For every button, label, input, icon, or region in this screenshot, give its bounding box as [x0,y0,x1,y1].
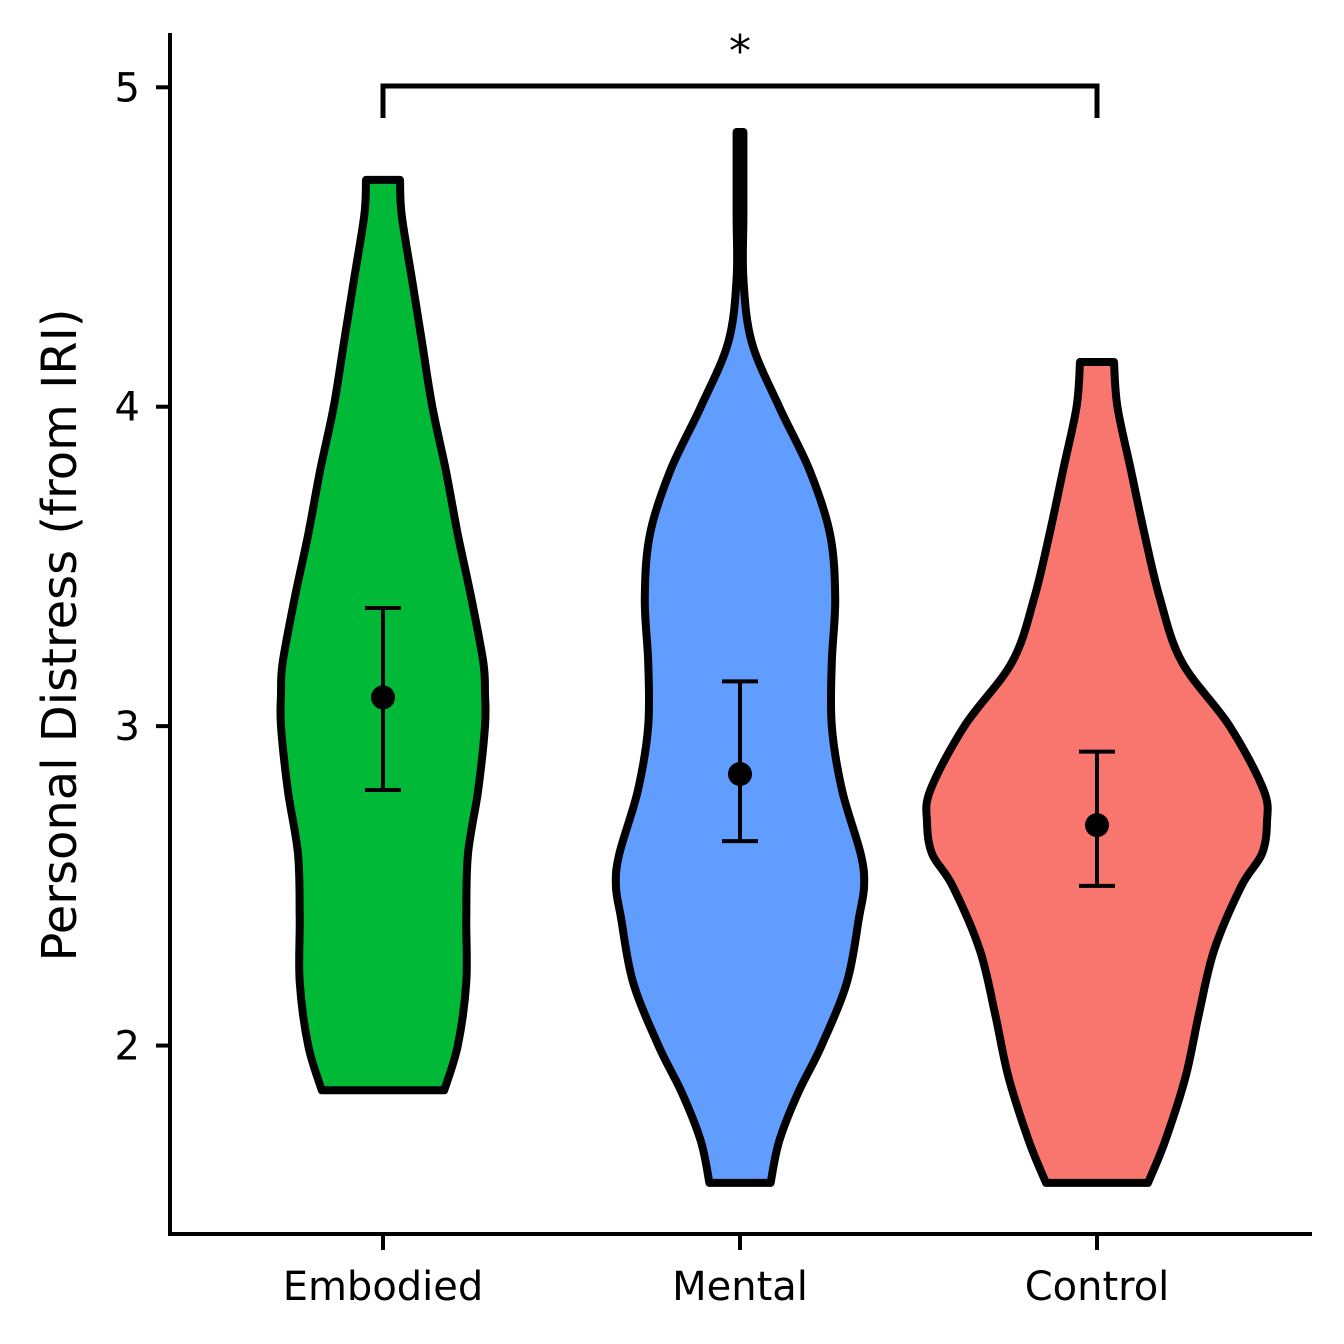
x-tick-label: Control [1025,1264,1170,1310]
errorbar-layer [365,605,1115,888]
x-ticks: Embodied Mental Control [283,1236,1170,1310]
y-tick-label: 2 [115,1024,140,1070]
significance-line [380,83,1100,118]
violin-layer [276,128,1272,1187]
y-axis-title: Personal Distress (from IRI) [32,309,88,962]
mean-point-mental [728,762,752,787]
mean-point-embodied [371,685,395,710]
mean-point-control [1085,813,1109,838]
y-tick-label: 4 [115,385,140,431]
y-tick-label: 5 [115,65,140,111]
x-tick-label: Embodied [283,1264,484,1310]
significance-bracket: * [380,26,1100,118]
violin-mental [611,128,869,1187]
significance-label: * [729,26,751,77]
y-tick-label: 3 [115,704,140,750]
axes [168,33,1312,1236]
y-ticks: 2 3 4 5 [115,65,170,1070]
x-tick-label: Mental [672,1264,808,1310]
